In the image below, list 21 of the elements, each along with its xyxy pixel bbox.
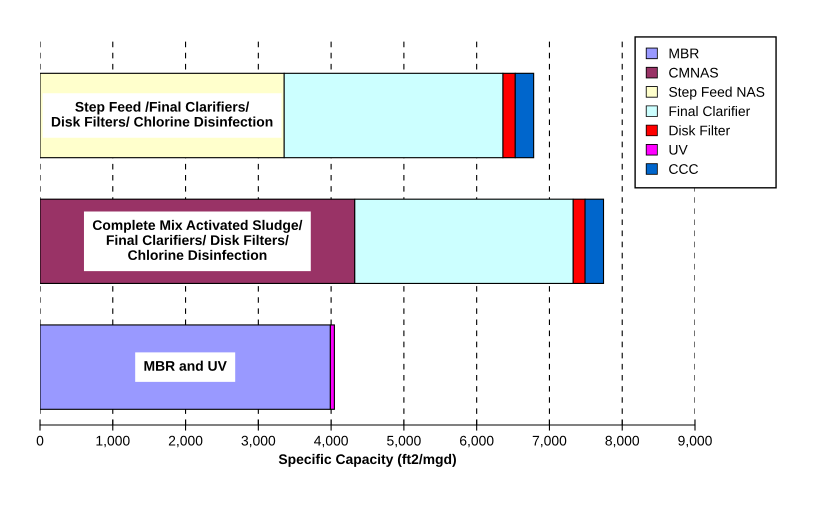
x-tick-label: 8,000 <box>605 436 640 448</box>
x-tick-label: 6,000 <box>460 436 494 448</box>
x-tick-label: 9,000 <box>678 436 712 448</box>
x-tick-label: 7,000 <box>532 436 566 448</box>
x-tick-label: 3,000 <box>241 436 276 448</box>
x-tick-label: 4,000 <box>314 436 348 448</box>
legend-label: Step Feed NAS <box>669 86 764 100</box>
y-tick-label: Complete Mix Activated Sludge/ Final Clarifiers/ Disk Filters/ Chlorine Disinfection <box>92 220 302 260</box>
y-tick-label: MBR and UV <box>144 360 227 371</box>
x-tick-label: 0 <box>36 436 44 446</box>
x-tick-label: 2,000 <box>168 436 202 448</box>
x-tick-label: 5,000 <box>387 436 421 448</box>
legend-label: Disk Filter <box>670 125 730 136</box>
legend-label: CMNAS <box>669 68 718 78</box>
x-tick-label: 1,000 <box>96 436 130 448</box>
legend-label: Final Clarifier <box>670 106 750 116</box>
x-axis-title: Specific Capacity (ft2/mgd) <box>278 454 456 467</box>
legend-label: MBR <box>670 48 699 58</box>
legend-label: UV <box>670 144 688 155</box>
legend-label: CCC <box>669 164 698 174</box>
y-tick-label: Step Feed /Final Clarifiers/ Disk Filters/ Chlorine Disinfection <box>52 102 272 127</box>
